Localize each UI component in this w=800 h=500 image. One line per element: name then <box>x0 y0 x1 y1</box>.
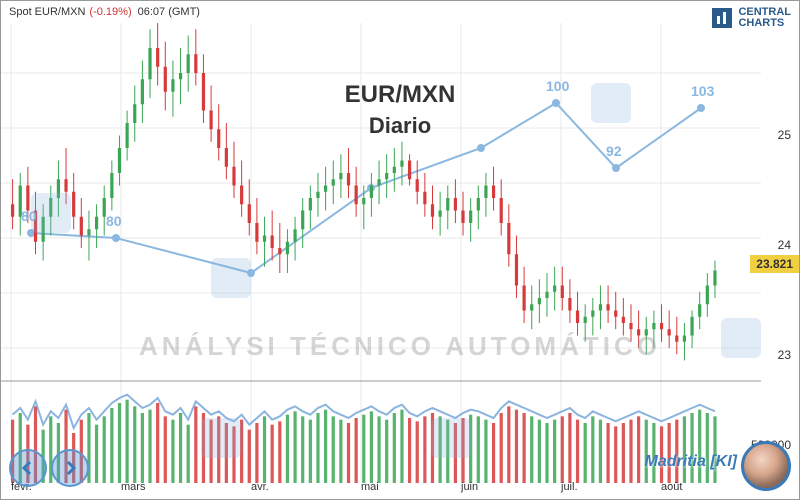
watermark-icon <box>31 193 71 233</box>
x-axis: févr.marsavr.maijuinjuil.août <box>1 479 799 499</box>
period-title: Diario <box>345 113 456 139</box>
price-badge: 23.821 <box>750 255 799 273</box>
nav-prev-button[interactable] <box>9 449 47 487</box>
time-label: 06:07 (GMT) <box>138 6 200 18</box>
avatar[interactable] <box>741 441 791 491</box>
watermark-icon <box>211 258 251 298</box>
logo-icon <box>712 8 732 28</box>
chart-container: Spot EUR/MXN (-0.19%) 06:07 (GMT) CENTRA… <box>0 0 800 500</box>
x-tick: juil. <box>561 481 578 493</box>
nav-next-button[interactable] <box>51 449 89 487</box>
spot-label: Spot EUR/MXN <box>9 6 85 18</box>
overlay-value: 100 <box>546 78 569 94</box>
watermark-icon <box>591 83 631 123</box>
x-tick: mai <box>361 481 379 493</box>
logo[interactable]: CENTRAL CHARTS <box>712 7 791 29</box>
overlay-value: 80 <box>106 213 122 229</box>
watermark-icon <box>431 418 471 458</box>
logo-line2: CHARTS <box>738 18 791 29</box>
x-tick: août <box>661 481 682 493</box>
watermark-icon <box>201 418 241 458</box>
x-tick: mars <box>121 481 145 493</box>
username[interactable]: Madritia [KI] <box>645 453 737 471</box>
y-tick: 23 <box>776 348 793 362</box>
nav-arrows <box>9 449 89 487</box>
x-tick: juin <box>461 481 478 493</box>
logo-text: CENTRAL CHARTS <box>738 7 791 29</box>
y-tick: 25 <box>776 128 793 142</box>
pair-title: EUR/MXN <box>345 81 456 109</box>
watermark-text: ANÁLYSI TÉCNICO AUTOMÁTICO <box>139 331 661 362</box>
main-title: EUR/MXN Diario <box>345 81 456 139</box>
watermark-icon <box>721 318 761 358</box>
y-tick: 24 <box>776 238 793 252</box>
header-bar: Spot EUR/MXN (-0.19%) 06:07 (GMT) <box>1 1 799 23</box>
x-tick: avr. <box>251 481 269 493</box>
overlay-value: 103 <box>691 83 714 99</box>
change-label: (-0.19%) <box>89 6 131 18</box>
overlay-value: 92 <box>606 143 622 159</box>
